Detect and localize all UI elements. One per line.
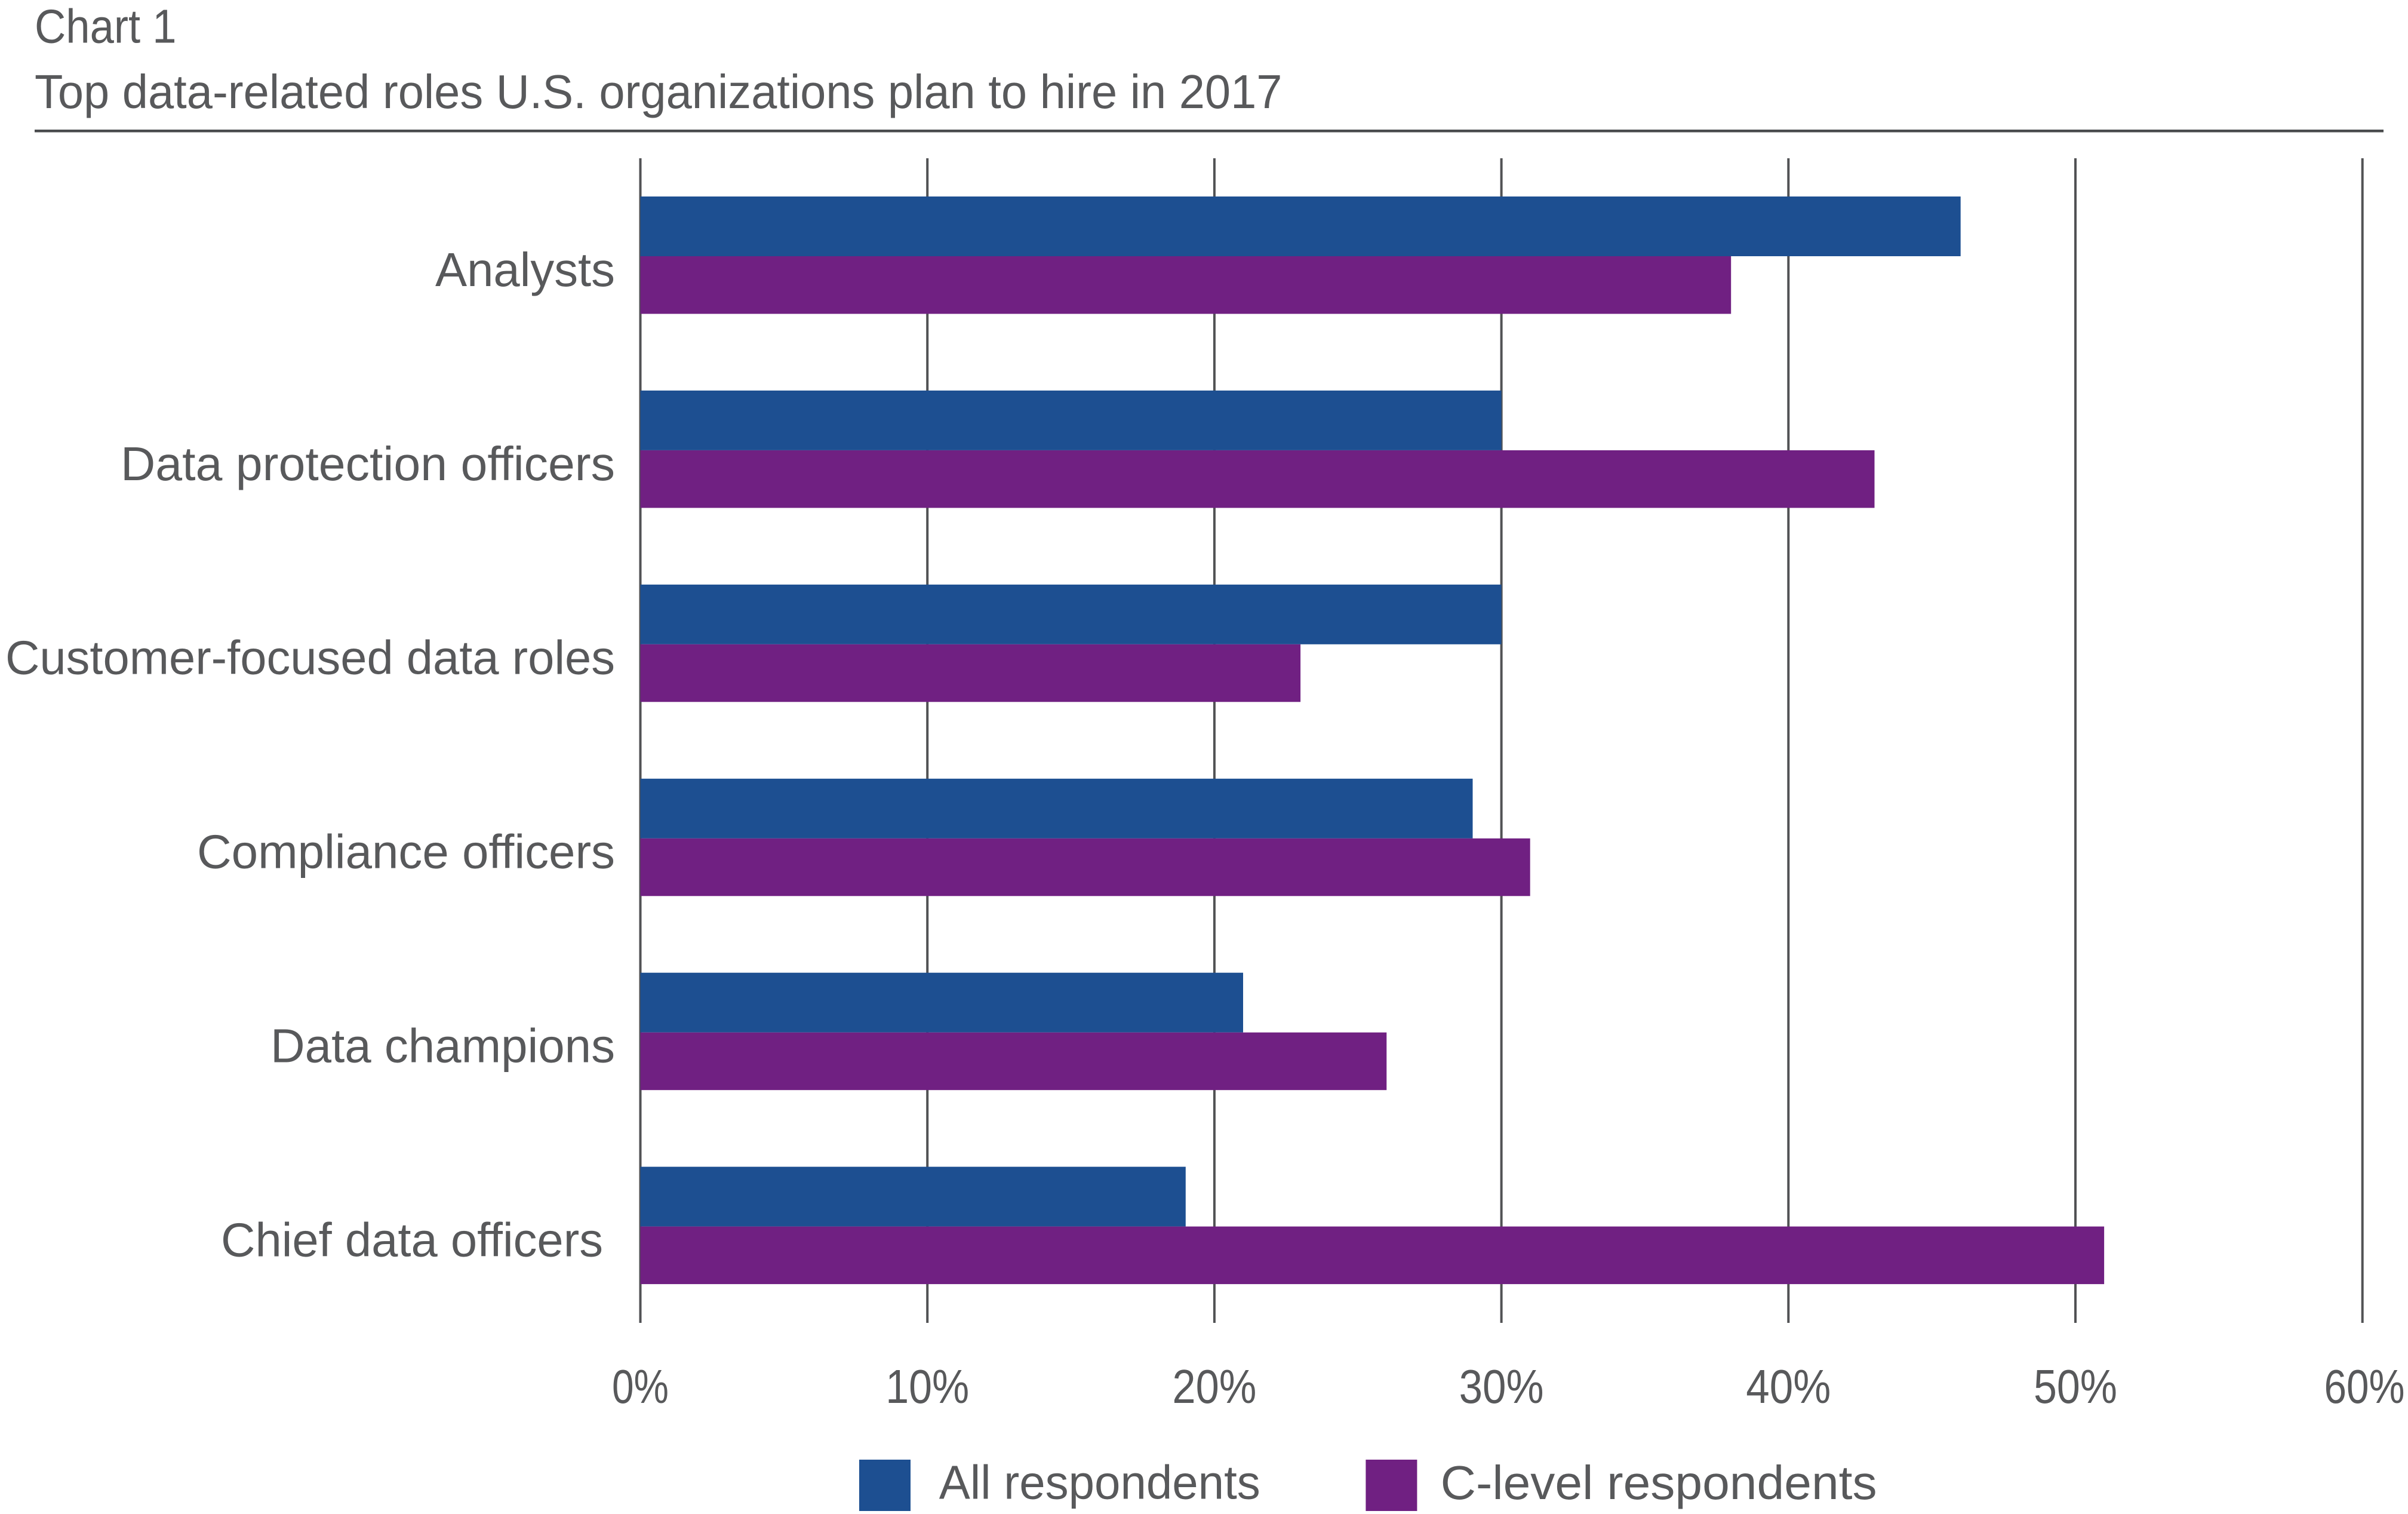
svg-text:Data protection officers: Data protection officers (121, 437, 615, 490)
svg-text:Chief data officers: Chief data officers (221, 1214, 603, 1267)
svg-text:Customer-focused data roles: Customer-focused data roles (5, 631, 615, 684)
svg-text:C-level respondents: C-level respondents (1441, 1456, 1877, 1509)
svg-text:0%: 0% (612, 1360, 669, 1413)
svg-text:60%: 60% (2324, 1360, 2405, 1413)
svg-text:50%: 50% (2034, 1360, 2117, 1413)
svg-text:All respondents: All respondents (939, 1456, 1260, 1509)
svg-text:20%: 20% (1172, 1360, 1256, 1413)
svg-text:10%: 10% (885, 1360, 969, 1413)
svg-text:Top data-related roles U.S. or: Top data-related roles U.S. organization… (35, 65, 1283, 118)
svg-text:Chart 1: Chart 1 (35, 0, 177, 53)
svg-text:Analysts: Analysts (435, 243, 615, 296)
svg-text:30%: 30% (1459, 1360, 1544, 1413)
svg-text:Compliance officers: Compliance officers (197, 825, 615, 879)
svg-text:40%: 40% (1746, 1360, 1831, 1413)
svg-text:Data champions: Data champions (270, 1019, 615, 1073)
